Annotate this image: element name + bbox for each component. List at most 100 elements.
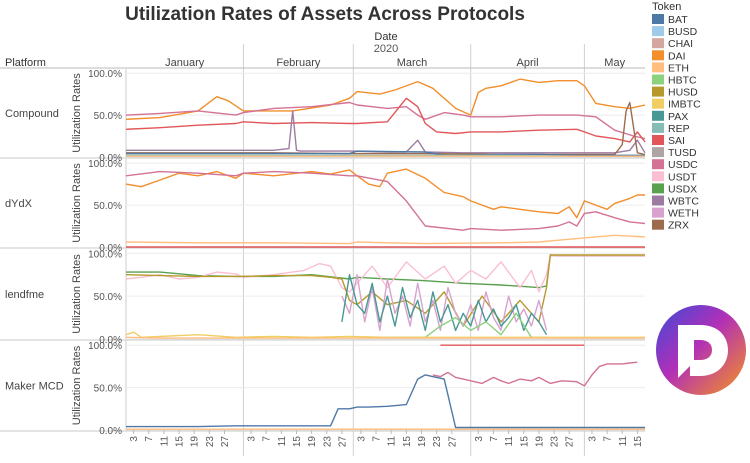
x-tick-label: 7 <box>262 436 273 442</box>
x-tick-label: 27 <box>447 436 458 448</box>
series-line-usdx <box>126 254 645 289</box>
legend-swatch <box>652 110 664 121</box>
platform-label: Compound <box>5 108 59 120</box>
x-tick-label: 11 <box>504 436 515 447</box>
chart-title: Utilization Rates of Assets Across Proto… <box>125 4 525 25</box>
series-line-bat <box>126 374 645 429</box>
legend-label: BUSD <box>668 26 698 38</box>
y-axis-title: Utilization Rates <box>71 73 83 153</box>
series-line-sai <box>125 97 646 143</box>
x-tick-label: 7 <box>144 436 155 442</box>
x-tick-label: 19 <box>534 436 545 448</box>
legend-label: DAI <box>668 50 686 62</box>
x-tick-label: 15 <box>402 436 413 448</box>
x-tick-label: 3 <box>129 436 140 442</box>
series-line-eth <box>125 336 645 339</box>
series-line-usdc <box>125 170 646 231</box>
legend-label: REP <box>668 123 690 135</box>
x-tick-label: 11 <box>387 436 398 447</box>
y-tick-label: 50.0% <box>94 111 122 122</box>
legend-label: TUSD <box>668 147 697 159</box>
y-axis-title: Utilization Rates <box>71 345 83 425</box>
y-axis-title: Utilization Rates <box>71 254 83 334</box>
series-line-wbtc <box>126 110 646 154</box>
series-line-imbtc <box>125 331 645 338</box>
chart-legend: Token BATBUSDCHAIDAIETHHBTCHUSDIMBTCPAXR… <box>652 1 701 232</box>
legend-swatch <box>652 207 664 218</box>
x-tick-label: 7 <box>603 436 614 442</box>
x-tick-label: 3 <box>356 436 367 442</box>
legend-swatch <box>652 86 664 97</box>
y-tick-label: 0.0% <box>99 153 122 164</box>
x-tick-label: 23 <box>205 436 216 448</box>
series-line-usdc <box>432 361 638 387</box>
series-line-dai <box>125 168 645 219</box>
x-tick-label: 3 <box>474 436 485 442</box>
legend-label: ETH <box>668 62 689 74</box>
x-tick-label: 19 <box>307 436 318 448</box>
legend-swatch <box>652 98 664 109</box>
legend-label: WETH <box>668 208 699 220</box>
legend-label: USDC <box>668 159 698 171</box>
legend-swatch <box>652 62 664 73</box>
legend-swatch <box>652 38 664 49</box>
month-label: April <box>517 57 539 69</box>
y-tick-label: 100.0% <box>88 341 122 352</box>
legend-label: BAT <box>668 14 688 26</box>
y-axis-title: Utilization Rates <box>71 163 83 243</box>
platform-label: lendfme <box>5 289 44 301</box>
legend-swatch <box>652 74 664 85</box>
platform-label: Maker MCD <box>5 381 64 393</box>
legend-swatch <box>652 219 664 230</box>
legend-swatch <box>652 195 664 206</box>
series-line-pax <box>341 274 548 336</box>
x-axis-year: 2020 <box>374 43 398 55</box>
x-tick-label: 15 <box>633 436 644 448</box>
y-tick-label: 50.0% <box>94 384 122 395</box>
month-label: March <box>397 57 428 69</box>
y-tick-label: 100.0% <box>88 159 122 170</box>
x-tick-label: 15 <box>292 436 303 448</box>
legend-swatch <box>652 50 664 61</box>
series-line-bat <box>126 150 645 157</box>
x-tick-label: 11 <box>277 436 288 447</box>
y-tick-label: 0.0% <box>99 335 122 346</box>
x-tick-label: 23 <box>432 436 443 448</box>
legend-label: SAI <box>668 135 685 147</box>
legend-label: HBTC <box>668 75 697 87</box>
chart-labels: January February March April May 0.0% 50.0% 100… <box>5 57 644 447</box>
legend-swatch <box>652 159 664 170</box>
x-tick-label: 27 <box>565 436 576 448</box>
x-tick-label: 23 <box>322 436 333 448</box>
x-tick-label: 15 <box>175 436 186 448</box>
y-tick-label: 50.0% <box>94 201 122 212</box>
legend-swatch <box>652 14 664 24</box>
series-line-zrx <box>126 101 646 156</box>
y-tick-label: 0.0% <box>99 426 122 437</box>
x-tick-label: 19 <box>417 436 428 448</box>
y-tick-label: 100.0% <box>88 249 122 260</box>
legend-label: HUSD <box>668 87 698 99</box>
y-tick-label: 100.0% <box>88 69 122 80</box>
legend-label: PAX <box>668 111 688 123</box>
legend-swatch <box>652 171 664 182</box>
x-tick-label: 23 <box>550 436 561 448</box>
legend-swatch <box>652 135 664 145</box>
x-tick-label: 11 <box>618 436 629 447</box>
series-line-usdc <box>125 101 646 140</box>
x-tick-label: 3 <box>587 436 598 442</box>
x-tick-label: 11 <box>159 436 170 447</box>
x-tick-label: 27 <box>337 436 348 448</box>
brand-logo <box>656 305 746 395</box>
legend-label: WBTC <box>668 196 699 208</box>
x-tick-label: 15 <box>519 436 530 448</box>
month-label: May <box>604 57 625 69</box>
month-label: January <box>165 57 205 69</box>
x-tick-label: 27 <box>220 436 231 448</box>
row-header-platform: Platform <box>5 57 46 69</box>
series-line-dai <box>125 78 646 120</box>
legend-label: ZRX <box>668 220 689 232</box>
y-tick-label: 0.0% <box>99 243 122 254</box>
